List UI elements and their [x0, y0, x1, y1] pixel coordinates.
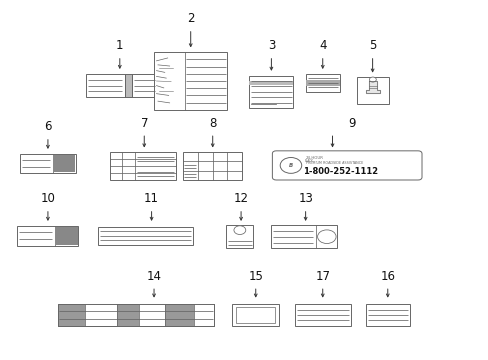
Bar [117, 304, 139, 326]
Text: 1: 1 [116, 39, 123, 52]
Polygon shape [365, 81, 379, 93]
Text: 5: 5 [368, 39, 376, 52]
Circle shape [280, 158, 301, 174]
Text: 16: 16 [380, 270, 394, 283]
Bar [85, 304, 117, 326]
Bar [365, 304, 409, 326]
Bar [232, 304, 278, 326]
Text: 3: 3 [267, 39, 275, 52]
Text: 11: 11 [144, 192, 159, 205]
Text: 15: 15 [248, 270, 263, 283]
Text: BLACK: BLACK [304, 159, 313, 163]
Text: PREMIUM ROADSIDE ASSISTANCE: PREMIUM ROADSIDE ASSISTANCE [305, 161, 362, 165]
Bar [356, 77, 388, 104]
Text: 10: 10 [41, 192, 55, 205]
Bar [193, 304, 214, 326]
Text: 9: 9 [347, 117, 355, 130]
Bar [249, 81, 293, 85]
Text: 14: 14 [146, 270, 161, 283]
Bar [249, 76, 293, 108]
Text: B: B [288, 163, 292, 168]
Bar [305, 80, 339, 85]
Bar [58, 304, 214, 326]
Circle shape [233, 226, 245, 234]
Bar [55, 227, 77, 244]
Bar [154, 52, 227, 110]
Text: 2: 2 [186, 12, 194, 25]
Text: 7: 7 [140, 117, 148, 130]
Bar [235, 307, 275, 323]
Text: 24-HOUR: 24-HOUR [305, 156, 323, 160]
Text: 4: 4 [318, 39, 326, 52]
Text: 17: 17 [315, 270, 329, 283]
Text: 6: 6 [44, 120, 52, 133]
Circle shape [317, 230, 335, 243]
Text: 12: 12 [233, 192, 248, 205]
Bar [226, 225, 253, 248]
Text: 13: 13 [298, 192, 312, 205]
Bar [110, 152, 176, 180]
Bar [20, 154, 76, 173]
Bar [305, 74, 339, 92]
Bar [183, 152, 242, 180]
Bar [85, 74, 156, 97]
Circle shape [369, 77, 376, 82]
Bar [139, 304, 164, 326]
Bar [58, 304, 214, 326]
Bar [125, 74, 132, 97]
Bar [294, 304, 350, 326]
FancyBboxPatch shape [272, 151, 421, 180]
Bar [58, 304, 85, 326]
Bar [271, 225, 337, 248]
Text: 8: 8 [208, 117, 216, 130]
Bar [54, 155, 75, 172]
Bar [98, 227, 193, 245]
Bar [17, 226, 78, 246]
Bar [164, 304, 193, 326]
Text: 1-800-252-1112: 1-800-252-1112 [303, 167, 378, 176]
